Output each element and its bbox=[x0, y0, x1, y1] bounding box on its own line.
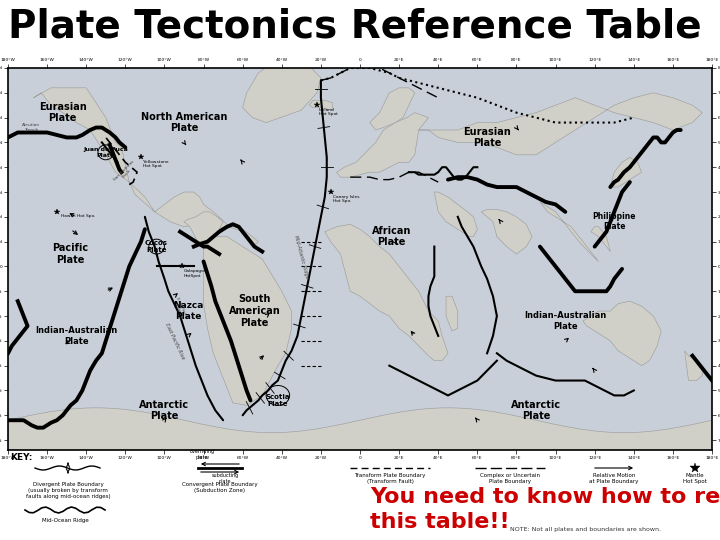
Polygon shape bbox=[8, 408, 712, 450]
Text: overriding
plate: overriding plate bbox=[189, 449, 215, 460]
Text: Juan de Fuca
Plate: Juan de Fuca Plate bbox=[84, 147, 128, 158]
Text: Indian-Australian
Plate: Indian-Australian Plate bbox=[524, 312, 606, 330]
Text: Mantle
Hot Spot: Mantle Hot Spot bbox=[683, 473, 707, 484]
Text: Hawaii Hot Spo.: Hawaii Hot Spo. bbox=[60, 214, 95, 218]
Polygon shape bbox=[325, 224, 448, 361]
Polygon shape bbox=[33, 88, 258, 247]
Polygon shape bbox=[434, 192, 477, 237]
Text: Mid-Atlantic Ridge: Mid-Atlantic Ridge bbox=[293, 234, 310, 279]
Text: Canary Isles
Hot Spo.: Canary Isles Hot Spo. bbox=[333, 194, 359, 203]
Text: Philippine
Plate: Philippine Plate bbox=[593, 212, 636, 232]
Polygon shape bbox=[370, 88, 415, 130]
Polygon shape bbox=[611, 157, 642, 187]
Polygon shape bbox=[184, 212, 223, 244]
Text: Cocos
Plate: Cocos Plate bbox=[145, 240, 168, 253]
Polygon shape bbox=[309, 100, 333, 110]
Text: KEY:: KEY: bbox=[10, 453, 32, 462]
Text: Iceland
Hot Spot: Iceland Hot Spot bbox=[319, 107, 338, 116]
Text: Nazca
Plate: Nazca Plate bbox=[173, 301, 203, 321]
Text: Transform Plate Boundary
(Transform Fault): Transform Plate Boundary (Transform Faul… bbox=[354, 473, 426, 484]
Text: subducting
plate: subducting plate bbox=[212, 473, 238, 484]
Polygon shape bbox=[481, 210, 532, 254]
Text: Antarctic
Plate: Antarctic Plate bbox=[511, 400, 561, 421]
Text: Eurasian
Plate: Eurasian Plate bbox=[39, 102, 86, 124]
Polygon shape bbox=[540, 202, 598, 261]
Text: Complex or Uncertain
Plate Boundary: Complex or Uncertain Plate Boundary bbox=[480, 473, 540, 484]
Text: East Pacific Rise: East Pacific Rise bbox=[163, 323, 185, 361]
Text: You need to know how to read
this table!!: You need to know how to read this table!… bbox=[370, 487, 720, 532]
Polygon shape bbox=[446, 296, 458, 331]
Polygon shape bbox=[243, 63, 321, 123]
Text: Convergent Plate Boundary
(Subduction Zone): Convergent Plate Boundary (Subduction Zo… bbox=[182, 482, 258, 493]
Text: Mid-Ocean Ridge: Mid-Ocean Ridge bbox=[42, 518, 89, 523]
Polygon shape bbox=[590, 227, 611, 252]
Text: Galapagos
HotSpot: Galapagos HotSpot bbox=[184, 269, 207, 278]
Text: Indian-Australian
Plate: Indian-Australian Plate bbox=[35, 326, 117, 346]
Polygon shape bbox=[336, 113, 428, 177]
Polygon shape bbox=[685, 351, 702, 381]
Text: East Pacific
Ridge: East Pacific Ridge bbox=[171, 296, 189, 321]
Text: Antarctic
Plate: Antarctic Plate bbox=[140, 400, 189, 421]
Text: Yellowstone
Hot Spot: Yellowstone Hot Spot bbox=[143, 160, 168, 168]
Text: Relative Motion
at Plate Boundary: Relative Motion at Plate Boundary bbox=[589, 473, 639, 484]
Polygon shape bbox=[204, 237, 292, 406]
Text: South
American
Plate: South American Plate bbox=[228, 294, 280, 328]
Text: NOTE: Not all plates and boundaries are shown.: NOTE: Not all plates and boundaries are … bbox=[510, 527, 661, 532]
Polygon shape bbox=[583, 301, 661, 366]
Text: Scotia
Plate: Scotia Plate bbox=[266, 394, 290, 407]
Text: San Andreas
Fault: San Andreas Fault bbox=[112, 159, 138, 185]
Text: Aleutian
Trench: Aleutian Trench bbox=[22, 123, 40, 132]
Polygon shape bbox=[418, 93, 702, 155]
Text: Divergent Plate Boundary
(usually broken by transform
faults along mid-ocean rid: Divergent Plate Boundary (usually broken… bbox=[26, 482, 110, 498]
Text: North American
Plate: North American Plate bbox=[141, 112, 228, 133]
Text: Pacific
Plate: Pacific Plate bbox=[53, 243, 89, 265]
Text: Plate Tectonics Reference Table: Plate Tectonics Reference Table bbox=[8, 8, 701, 46]
Text: Eurasian
Plate: Eurasian Plate bbox=[463, 127, 511, 148]
Text: African
Plate: African Plate bbox=[372, 226, 411, 247]
